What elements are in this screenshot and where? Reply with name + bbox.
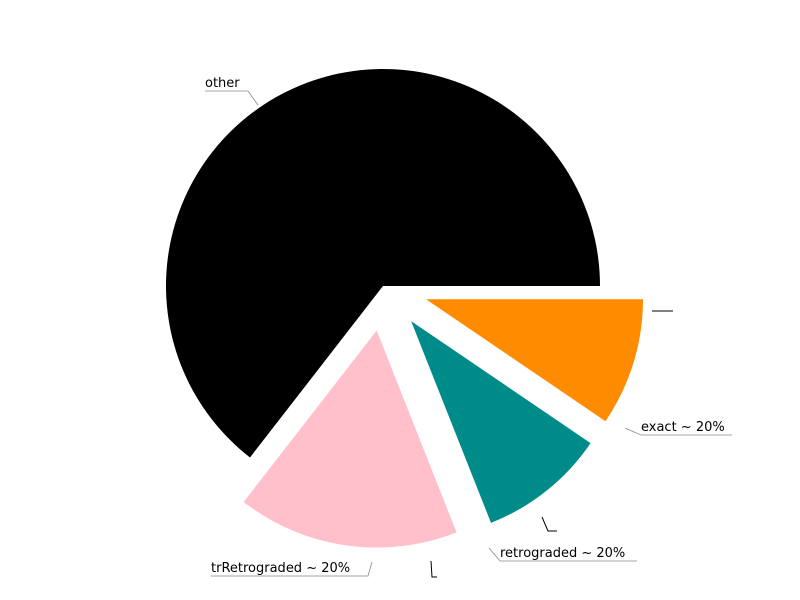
leader-stub [541,516,557,532]
label-leader-line [488,547,637,562]
leader-stubs [430,310,673,578]
pie-slice-trretrograded [426,299,644,422]
slice-label: retrograded ~ 20% [500,546,625,561]
pie-slice-exact [243,330,457,548]
label-leader-line [211,561,373,577]
label-leader-line [205,90,259,106]
pie-slice-other [165,69,600,458]
label-leaders [205,90,732,577]
slice-label: other [205,76,240,91]
leader-stub [430,560,437,578]
slice-labels: other exact ~ 20% retrograded ~ 20% trRetro… [205,76,725,576]
pie-slices [165,69,644,548]
pie-slice-retrograded [411,321,591,523]
label-leader-line [624,427,732,436]
slice-label: trRetrograded ~ 20% [211,561,350,576]
slice-label: exact ~ 20% [641,420,725,435]
